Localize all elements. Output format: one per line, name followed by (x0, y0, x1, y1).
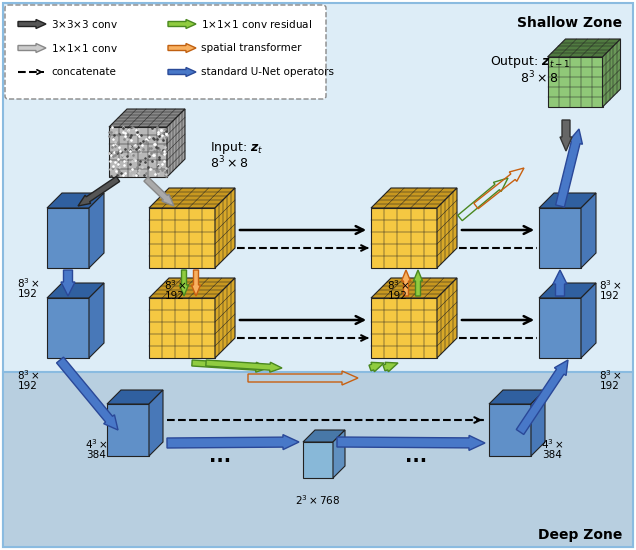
Text: Shallow Zone: Shallow Zone (517, 16, 622, 30)
Polygon shape (78, 177, 120, 206)
Polygon shape (109, 127, 167, 177)
Polygon shape (107, 390, 163, 404)
Polygon shape (89, 193, 104, 268)
Polygon shape (371, 188, 457, 208)
Text: $4^3\times$: $4^3\times$ (541, 437, 563, 451)
Text: $8^3\times 8$: $8^3\times 8$ (210, 155, 249, 171)
Polygon shape (144, 177, 174, 206)
Polygon shape (303, 430, 345, 442)
Text: $2^3\times768$: $2^3\times768$ (295, 493, 341, 507)
Text: 1$\times$1$\times$1 conv: 1$\times$1$\times$1 conv (51, 42, 118, 54)
Text: concatenate: concatenate (51, 67, 116, 77)
Polygon shape (47, 283, 104, 298)
Polygon shape (548, 39, 621, 57)
Polygon shape (47, 298, 89, 358)
FancyBboxPatch shape (3, 3, 633, 547)
Polygon shape (149, 278, 235, 298)
Polygon shape (179, 270, 188, 296)
Polygon shape (371, 208, 437, 268)
Polygon shape (215, 188, 235, 268)
Text: Output: $\boldsymbol{z}_{t-1}$: Output: $\boldsymbol{z}_{t-1}$ (490, 54, 570, 70)
Polygon shape (149, 298, 215, 358)
Polygon shape (18, 43, 46, 52)
Polygon shape (167, 109, 185, 177)
Polygon shape (149, 208, 215, 268)
Text: spatial transformer: spatial transformer (201, 43, 301, 53)
Polygon shape (47, 193, 104, 208)
Text: $8^3\times 8$: $8^3\times 8$ (520, 70, 558, 86)
Text: 192: 192 (165, 291, 185, 301)
Polygon shape (109, 109, 185, 127)
Text: $4^3\times$: $4^3\times$ (85, 437, 107, 451)
Polygon shape (303, 442, 333, 478)
Polygon shape (553, 270, 567, 296)
Polygon shape (531, 390, 545, 456)
Polygon shape (168, 43, 196, 52)
Text: $8^3\times$: $8^3\times$ (387, 278, 410, 292)
Polygon shape (192, 360, 268, 372)
Polygon shape (383, 362, 398, 372)
Text: 1$\times$1$\times$1 conv residual: 1$\times$1$\times$1 conv residual (201, 18, 312, 30)
Polygon shape (371, 298, 437, 358)
Text: Input: $\boldsymbol{z}_t$: Input: $\boldsymbol{z}_t$ (210, 140, 264, 156)
Text: ···: ··· (405, 453, 427, 471)
Text: 3$\times$3$\times$3 conv: 3$\times$3$\times$3 conv (51, 18, 118, 30)
Polygon shape (89, 283, 104, 358)
Text: 384: 384 (542, 450, 562, 460)
Polygon shape (191, 270, 200, 296)
Polygon shape (333, 430, 345, 478)
Polygon shape (437, 278, 457, 358)
Polygon shape (18, 19, 46, 29)
Text: $8^3\times$: $8^3\times$ (598, 278, 621, 292)
Text: 192: 192 (600, 381, 620, 391)
Polygon shape (489, 390, 545, 404)
Text: $8^3\times$: $8^3\times$ (598, 368, 621, 382)
Text: ···: ··· (209, 453, 231, 471)
Text: 192: 192 (600, 291, 620, 301)
Polygon shape (539, 193, 596, 208)
Text: 192: 192 (18, 289, 38, 299)
Polygon shape (413, 270, 422, 296)
Polygon shape (47, 208, 89, 268)
Polygon shape (539, 283, 596, 298)
Polygon shape (581, 193, 596, 268)
Polygon shape (437, 188, 457, 268)
Text: Deep Zone: Deep Zone (537, 528, 622, 542)
Polygon shape (539, 208, 581, 268)
Polygon shape (556, 129, 583, 207)
Text: $8^3\times$: $8^3\times$ (17, 368, 39, 382)
Polygon shape (560, 120, 572, 151)
Polygon shape (215, 278, 235, 358)
Text: 384: 384 (86, 450, 106, 460)
Text: standard U-Net operators: standard U-Net operators (201, 67, 334, 77)
Polygon shape (371, 278, 457, 298)
Polygon shape (539, 298, 581, 358)
FancyBboxPatch shape (3, 372, 633, 547)
Polygon shape (149, 390, 163, 456)
Polygon shape (489, 404, 531, 456)
Polygon shape (107, 404, 149, 456)
Polygon shape (516, 360, 568, 434)
Text: $8^3\times$: $8^3\times$ (17, 276, 39, 290)
Polygon shape (581, 283, 596, 358)
Polygon shape (168, 68, 196, 76)
Polygon shape (602, 39, 621, 107)
Polygon shape (167, 434, 299, 449)
Polygon shape (401, 270, 410, 296)
Text: 192: 192 (388, 291, 408, 301)
Polygon shape (206, 360, 282, 372)
Polygon shape (548, 57, 602, 107)
Text: $8^3\times$: $8^3\times$ (163, 278, 186, 292)
Polygon shape (337, 436, 485, 450)
Polygon shape (57, 357, 118, 430)
Text: 192: 192 (18, 381, 38, 391)
Polygon shape (61, 270, 75, 296)
Polygon shape (149, 188, 235, 208)
FancyBboxPatch shape (5, 5, 326, 99)
Polygon shape (168, 19, 196, 29)
Polygon shape (369, 362, 384, 372)
